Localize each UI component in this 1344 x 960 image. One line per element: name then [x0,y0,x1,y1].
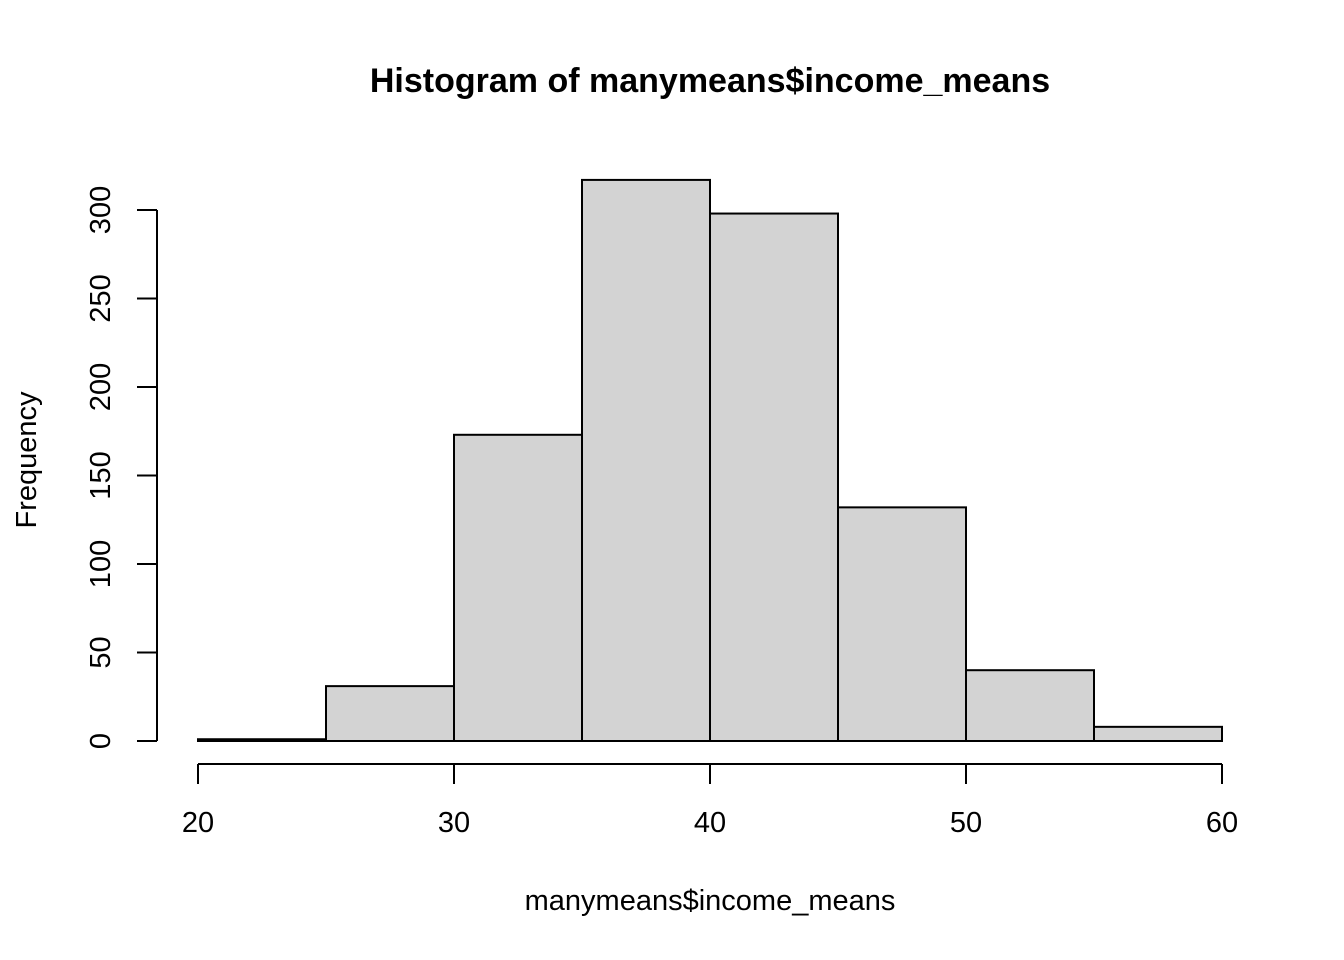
chart-title: Histogram of manymeans$income_means [370,62,1050,100]
histogram-bar [197,738,327,742]
histogram-bar [325,685,455,743]
x-tick-label: 30 [438,807,470,839]
y-tick-label: 0 [85,733,117,749]
y-tick-label: 150 [85,451,117,499]
histogram-bar [965,669,1095,743]
y-tick-label: 250 [85,274,117,322]
y-tick-label: 200 [85,363,117,411]
y-tick-label: 300 [85,186,117,234]
histogram-bar [453,433,583,742]
histogram-bar [709,212,839,743]
x-axis: 20 30 40 50 60 [182,763,1238,839]
y-axis-title: Frequency [11,391,43,529]
x-tick-label: 40 [694,807,726,839]
x-tick-label: 60 [1206,807,1238,839]
x-tick-label: 50 [950,807,982,839]
y-tick-label: 50 [85,636,117,668]
x-axis-title: manymeans$income_means [525,885,896,917]
bars-group [197,178,1223,743]
histogram-bar [837,506,967,742]
x-tick-label: 20 [182,807,214,839]
y-axis: 0 50 100 150 200 250 300 [85,186,158,749]
histogram-bar [581,178,711,743]
y-tick-label: 100 [85,540,117,588]
histogram-bar [1093,725,1223,743]
